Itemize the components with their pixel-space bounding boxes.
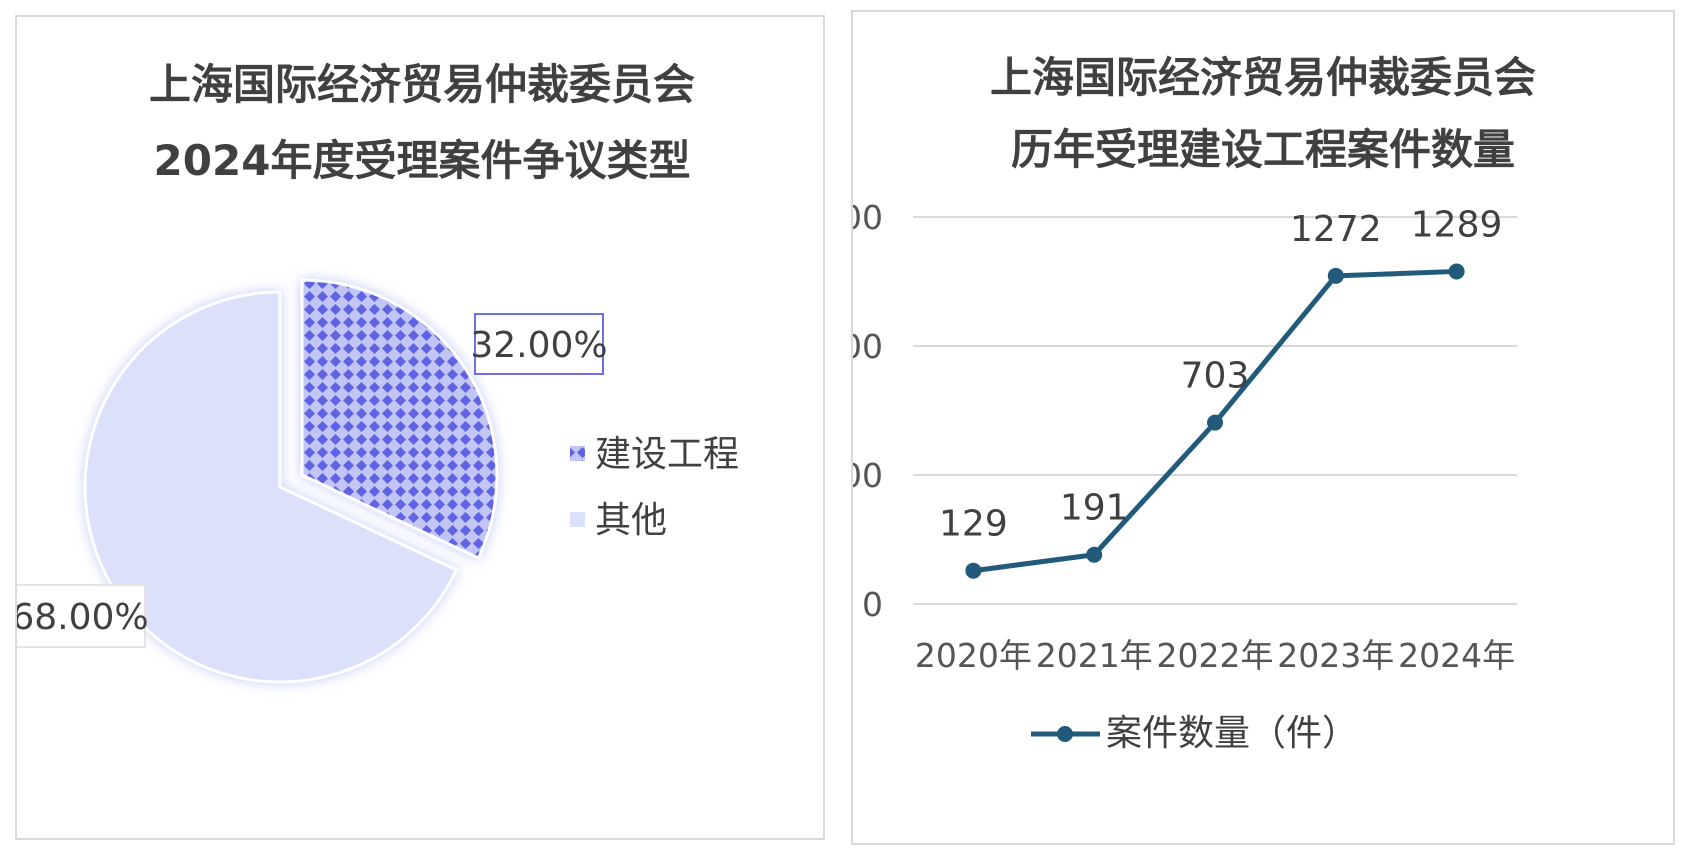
- pie-chart-panel: 上海国际经济贸易仲裁委员会 2024年度受理案件争议类型 32.00% 68.00…: [15, 15, 825, 840]
- line-chart-panel: 上海国际经济贸易仲裁委员会 历年受理建设工程案件数量 050010001500 …: [851, 10, 1675, 845]
- data-label-2021年: 191: [1060, 488, 1129, 529]
- pie-label-construction-group: 32.00%: [470, 313, 608, 375]
- line-chart: 上海国际经济贸易仲裁委员会 历年受理建设工程案件数量 050010001500 …: [853, 53, 1536, 754]
- legend-label-other: 其他: [595, 500, 667, 541]
- pie-slice-construction: [300, 278, 499, 561]
- data-point-2021年: [1086, 546, 1103, 563]
- x-tick-2024年: 2024年: [1398, 636, 1515, 675]
- data-point-2020年: [965, 562, 982, 579]
- pie-label-box-other: [17, 584, 146, 648]
- legend-swatch-construction: [570, 446, 585, 461]
- y-tick-1000: 1000: [853, 327, 883, 366]
- legend-series-label: 案件数量（件）: [1106, 713, 1358, 754]
- data-label-2024年: 1289: [1411, 204, 1503, 245]
- line-subtitle: 历年受理建设工程案件数量: [1011, 125, 1515, 174]
- x-tick-2023年: 2023年: [1277, 636, 1394, 675]
- legend-swatch-other: [570, 512, 585, 527]
- pie-chart: 上海国际经济贸易仲裁委员会 2024年度受理案件争议类型 32.00% 68.00…: [17, 60, 739, 684]
- legend-label-construction: 建设工程: [595, 434, 739, 475]
- data-label-2022年: 703: [1181, 356, 1250, 397]
- data-label-2023年: 1272: [1290, 209, 1382, 250]
- pie-label-construction: 32.00%: [470, 325, 607, 366]
- y-tick-1500: 1500: [853, 198, 883, 237]
- x-tick-2021年: 2021年: [1036, 636, 1153, 675]
- line-title: 上海国际经济贸易仲裁委员会: [990, 53, 1536, 102]
- pie-label-other-group: 68.00%: [17, 584, 149, 648]
- data-point-2022年: [1207, 414, 1223, 431]
- data-point-2023年: [1327, 267, 1344, 284]
- data-label-2020年: 129: [939, 504, 1008, 545]
- legend-marker: [1057, 726, 1073, 742]
- x-tick-2020年: 2020年: [915, 636, 1032, 675]
- pie-label-box-construction: [474, 313, 604, 375]
- pie-subtitle: 2024年度受理案件争议类型: [154, 136, 691, 185]
- x-tick-2022年: 2022年: [1157, 636, 1274, 675]
- y-tick-500: 500: [853, 456, 883, 495]
- y-tick-0: 0: [862, 585, 883, 624]
- pie-label-other: 68.00%: [17, 597, 149, 638]
- data-point-2024年: [1448, 263, 1465, 280]
- pie-title: 上海国际经济贸易仲裁委员会: [149, 60, 695, 109]
